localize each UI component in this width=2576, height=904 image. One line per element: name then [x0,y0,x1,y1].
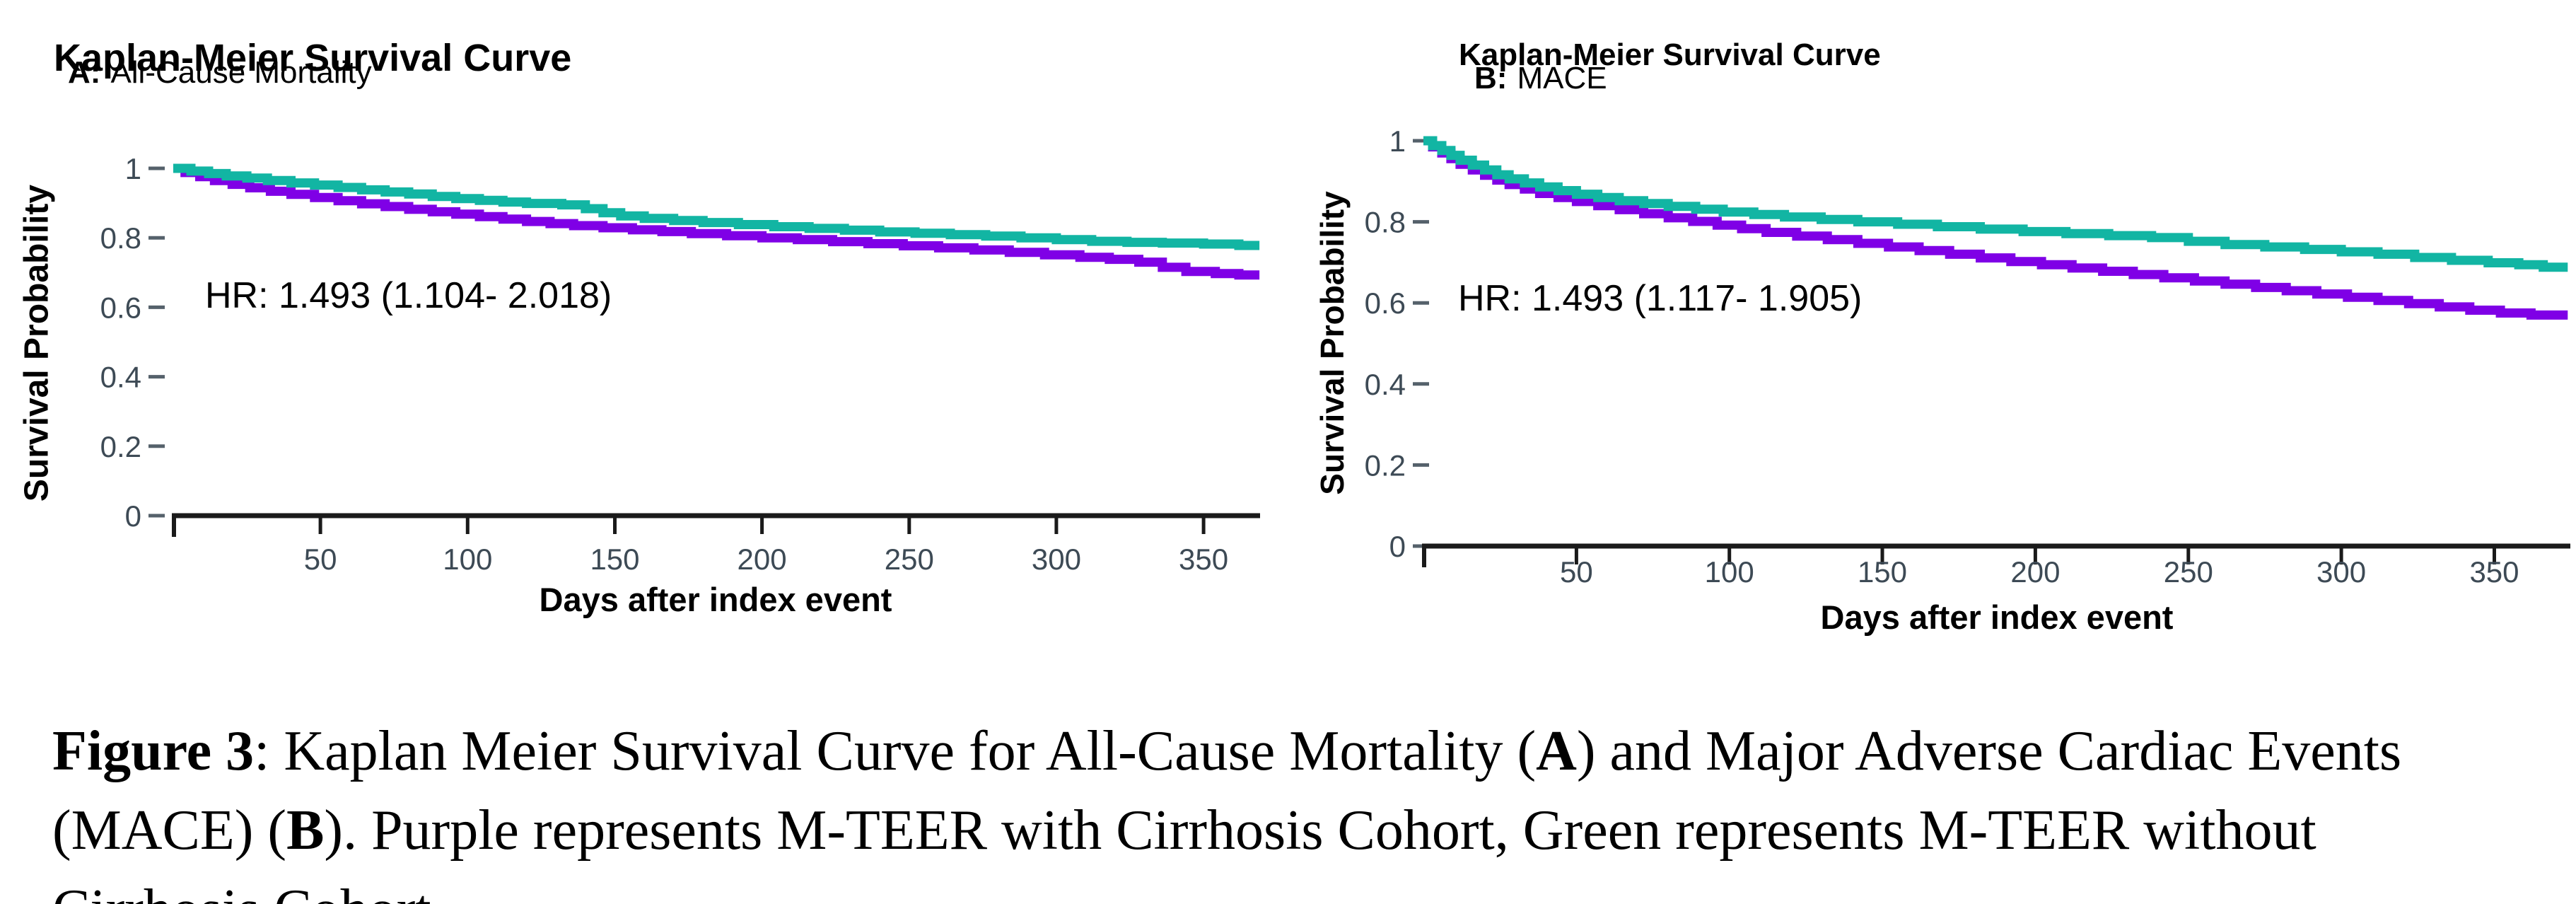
y-tick-label: 0.6 [100,291,141,324]
panel-b-subtitle: B: MACE [1474,61,1607,96]
survival-curve-with-cirrhosis [173,163,1260,280]
caption-segment: Purple represents M-TEER with Cirrhosis … [371,799,2316,862]
x-tick-label: 250 [885,543,934,576]
caption-bold-segment: Figure 3 [52,720,255,782]
x-tick-label: 50 [1560,555,1593,589]
caption-segment: ). [324,799,372,862]
caption-segment: ) and Major Adverse Cardiac Events [1576,720,2402,782]
panel-a-subtitle: A: All-Cause Mortality [68,55,372,91]
y-tick-label: 0.2 [100,430,141,463]
y-tick-label: 0.6 [1365,286,1406,320]
panel-a-hr-annotation: HR: 1.493 (1.104- 2.018) [205,275,612,316]
x-tick-label: 300 [2316,555,2366,589]
panel-b-title: Kaplan-Meier Survival Curve [1459,37,1881,72]
y-tick-label: 0.4 [1365,368,1406,401]
y-tick-label: 1 [1389,124,1406,158]
panel-a-title: Kaplan-Meier Survival Curve [54,36,572,79]
x-tick-label: 150 [1858,555,1907,589]
y-tick-label: 0 [1389,530,1406,563]
figure-caption: Figure 3: Kaplan Meier Survival Curve fo… [52,712,2559,904]
caption-bold-segment: B [286,799,325,862]
caption-bold-segment: A [1536,720,1577,782]
x-tick-label: 200 [738,543,787,576]
survival-curve-without-cirrhosis [173,163,1260,250]
survival-curve-without-cirrhosis [1423,136,2568,272]
caption-line-1: Figure 3: Kaplan Meier Survival Curve fo… [52,712,2559,791]
x-tick-label: 350 [2469,555,2519,589]
y-tick-label: 0.2 [1365,448,1406,482]
panel-a-x-axis-label: Days after index event [539,581,892,618]
y-tick-label: 0 [125,499,141,533]
x-tick-label: 50 [304,543,337,576]
panel-b-hr-annotation: HR: 1.493 (1.117- 1.905) [1458,278,1863,319]
y-tick-label: 1 [125,152,141,185]
caption-segment: (MACE) ( [52,799,287,862]
panel-a-subtitle-text: All-Cause Mortality [110,55,372,90]
panel-b-letter: B: [1474,61,1508,95]
x-tick-label: 150 [590,543,639,576]
y-tick-label: 0.8 [100,221,141,255]
y-tick-label: 0.8 [1365,206,1406,239]
panel-a-y-axis-label: Survival Probability [18,184,56,502]
panel-a-letter: A: [68,55,101,90]
panel-b-x-axis-label: Days after index event [1820,598,2174,636]
caption-line-3: Cirrhosis Cohort. [52,870,2559,904]
x-tick-label: 350 [1179,543,1228,576]
x-tick-label: 100 [1705,555,1754,589]
x-tick-label: 250 [2164,555,2213,589]
x-tick-label: 300 [1032,543,1081,576]
caption-line-2: (MACE) (B). Purple represents M-TEER wit… [52,791,2559,870]
panel-b-subtitle-text: MACE [1517,61,1607,95]
x-tick-label: 200 [2010,555,2060,589]
caption-segment: Cirrhosis Cohort. [52,879,445,904]
x-tick-label: 100 [443,543,492,576]
caption-segment: : Kaplan Meier Survival Curve for All-Ca… [254,720,1537,782]
y-tick-label: 0.4 [100,361,141,394]
